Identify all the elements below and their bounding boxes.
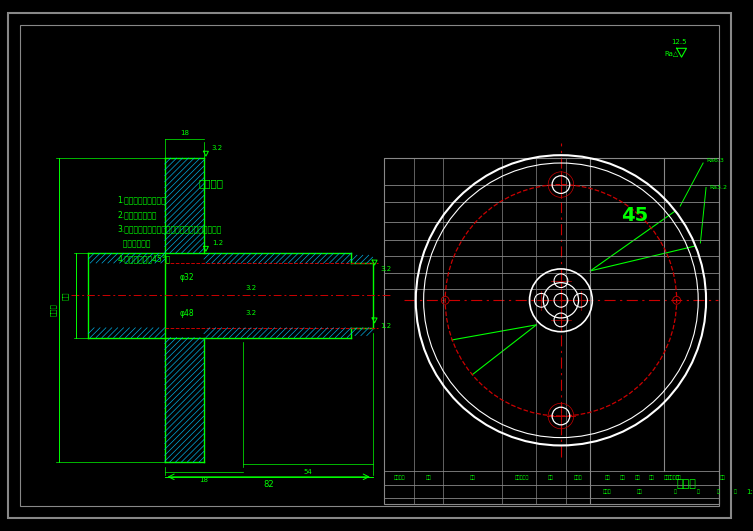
Text: 18: 18 — [180, 130, 189, 135]
Text: 钻套: 钻套 — [62, 291, 69, 299]
Text: 批准: 批准 — [636, 489, 642, 494]
Text: Ra6.3: Ra6.3 — [706, 158, 724, 162]
Text: 12.5: 12.5 — [671, 39, 686, 46]
Text: 处数: 处数 — [425, 475, 431, 481]
Text: 张: 张 — [716, 489, 719, 494]
Text: 2.去除毛刺飞边。: 2.去除毛刺飞边。 — [117, 210, 157, 219]
Text: 1.2: 1.2 — [212, 241, 223, 246]
Text: 4.未注倒角均为45°。: 4.未注倒角均为45°。 — [117, 254, 171, 263]
Text: 工艺: 工艺 — [649, 475, 655, 481]
Text: 签名: 签名 — [548, 475, 554, 481]
Text: φ48: φ48 — [179, 309, 194, 318]
Text: 1.零件锻去脱氧化皮。: 1.零件锻去脱氧化皮。 — [117, 195, 166, 204]
Text: 刹度盘: 刹度盘 — [676, 478, 697, 489]
Text: 表面的缺陷。: 表面的缺陷。 — [117, 239, 150, 249]
Text: 钻模板: 钻模板 — [50, 304, 56, 316]
Text: 图样标记: 图样标记 — [393, 475, 405, 481]
Text: 质量: 质量 — [675, 475, 681, 481]
Text: 第: 第 — [734, 489, 737, 494]
Text: 82: 82 — [264, 480, 274, 489]
Text: 审核: 审核 — [635, 475, 640, 481]
Text: 3.2: 3.2 — [212, 145, 223, 151]
Text: 设计: 设计 — [605, 475, 611, 481]
Text: 分区: 分区 — [470, 475, 476, 481]
Text: 批准: 批准 — [664, 475, 669, 481]
Text: 标准化: 标准化 — [602, 489, 611, 494]
Text: 54: 54 — [303, 469, 312, 475]
Text: 3.2: 3.2 — [380, 266, 392, 272]
Text: 图样代号: 图样代号 — [668, 475, 679, 481]
Text: 3.零件加工表面上，不准有划痕、磕伤等损伤零件: 3.零件加工表面上，不准有划痕、磕伤等损伤零件 — [117, 225, 222, 234]
Text: 45: 45 — [620, 206, 648, 225]
Text: 技术要求: 技术要求 — [198, 178, 224, 188]
Text: 比例: 比例 — [720, 475, 726, 481]
Text: 1:1: 1:1 — [746, 489, 753, 494]
Text: 3.2: 3.2 — [245, 310, 256, 316]
Bar — [385, 158, 719, 504]
Text: 共: 共 — [697, 489, 700, 494]
Text: 年月日: 年月日 — [573, 475, 582, 481]
Text: 校对: 校对 — [620, 475, 626, 481]
Text: 更改文件号: 更改文件号 — [514, 475, 529, 481]
Text: 张: 张 — [674, 489, 677, 494]
Text: 1.2: 1.2 — [380, 323, 392, 329]
Text: 3.2: 3.2 — [245, 285, 256, 290]
Text: 18: 18 — [200, 477, 209, 483]
Text: φ32: φ32 — [179, 273, 194, 282]
Text: Ra△: Ra△ — [664, 50, 678, 56]
Text: Ra3.2: Ra3.2 — [709, 185, 727, 190]
